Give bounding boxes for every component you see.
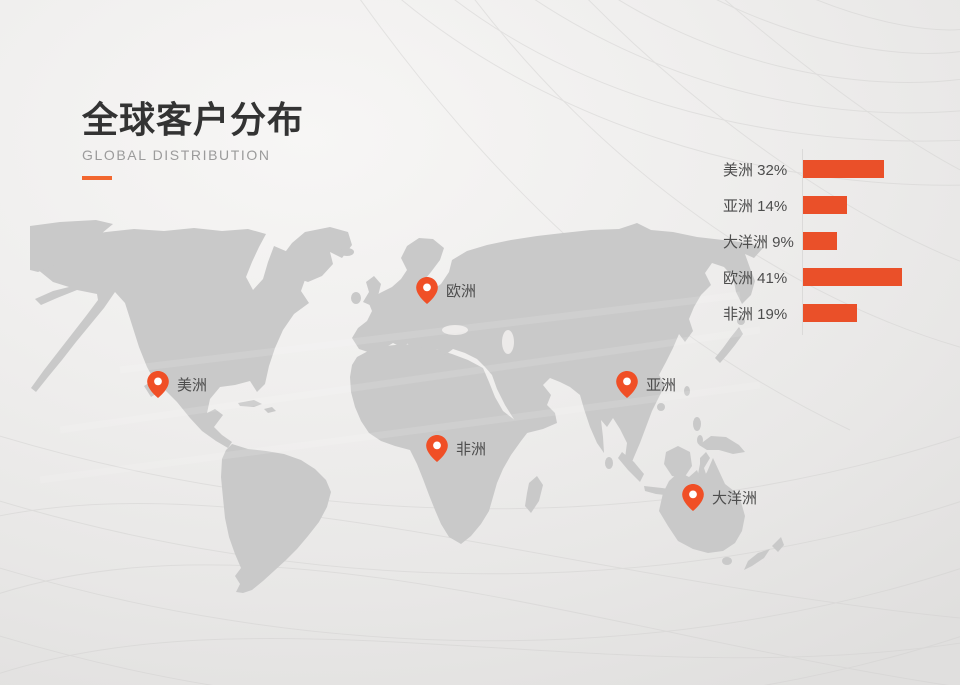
bar-label: 大洋洲 9% bbox=[723, 233, 794, 251]
island-new-zealand-north bbox=[772, 537, 784, 552]
bar-europe bbox=[803, 268, 902, 286]
island-philippines-south bbox=[697, 435, 703, 445]
bar-row-europe: 欧洲 41% bbox=[723, 259, 902, 295]
location-pin-icon bbox=[147, 371, 169, 398]
continent-north-america bbox=[31, 228, 309, 448]
page-subtitle: GLOBAL DISTRIBUTION bbox=[82, 146, 271, 163]
island-new-zealand-south bbox=[744, 549, 770, 570]
island-iceland bbox=[340, 248, 354, 256]
bar-label: 欧洲 41% bbox=[723, 269, 788, 287]
bar-africa bbox=[803, 304, 857, 322]
island-greenland bbox=[283, 227, 352, 282]
map-pin-europe: 欧洲 bbox=[416, 277, 476, 304]
island-tasmania bbox=[722, 557, 732, 565]
island-madagascar bbox=[525, 476, 543, 513]
black-sea bbox=[442, 325, 468, 335]
caspian-sea bbox=[502, 330, 514, 354]
island-sumatra bbox=[618, 452, 644, 482]
bar-chart: 美洲 32% 亚洲 14% 大洋洲 9% 欧洲 41% 非洲 19% bbox=[723, 151, 902, 331]
island-britain bbox=[363, 276, 381, 306]
island-srilanka bbox=[605, 457, 613, 469]
italy-peninsula bbox=[405, 336, 421, 356]
location-pin-icon bbox=[616, 371, 638, 398]
island-new-guinea bbox=[699, 436, 745, 454]
island-hainan bbox=[657, 403, 665, 411]
island-philippines-north bbox=[693, 417, 701, 431]
island-java bbox=[644, 486, 676, 496]
bar-asia bbox=[803, 196, 847, 214]
island-taiwan bbox=[684, 386, 690, 396]
title-accent-dash bbox=[82, 175, 112, 180]
continent-south-america bbox=[221, 444, 331, 593]
continent-eurasia bbox=[352, 223, 763, 467]
location-pin-icon bbox=[426, 435, 448, 462]
map-pin-africa: 非洲 bbox=[426, 435, 486, 462]
location-pin-icon bbox=[682, 484, 704, 511]
bar-label: 美洲 32% bbox=[723, 161, 788, 179]
bar-row-asia: 亚洲 14% bbox=[723, 187, 902, 223]
map-pin-americas: 美洲 bbox=[147, 371, 207, 398]
map-pin-asia: 亚洲 bbox=[616, 371, 676, 398]
bar-row-oceania: 大洋洲 9% bbox=[723, 223, 902, 259]
pin-label: 美洲 bbox=[177, 377, 208, 394]
slide-header: 全球客户分布 GLOBAL DISTRIBUTION bbox=[82, 100, 304, 180]
bar-label: 亚洲 14% bbox=[723, 197, 788, 215]
page-title: 全球客户分布 bbox=[82, 99, 305, 140]
bar-row-africa: 非洲 19% bbox=[723, 295, 902, 331]
location-pin-icon bbox=[416, 277, 438, 304]
island-ireland bbox=[351, 292, 361, 304]
bar-americas bbox=[803, 160, 884, 178]
island-japan bbox=[715, 327, 743, 363]
bar-oceania bbox=[803, 232, 837, 250]
map-pin-oceania: 大洋洲 bbox=[682, 484, 757, 511]
island-cuba bbox=[238, 400, 262, 407]
bar-label: 非洲 19% bbox=[723, 305, 788, 323]
island-borneo bbox=[664, 446, 692, 478]
russia-fareast-fragment bbox=[30, 220, 113, 272]
island-sulawesi bbox=[698, 452, 710, 486]
pin-label: 大洋洲 bbox=[712, 490, 758, 507]
island-hispaniola bbox=[264, 407, 276, 413]
bar-row-americas: 美洲 32% bbox=[723, 151, 902, 187]
pin-label: 亚洲 bbox=[646, 377, 677, 394]
pin-label: 非洲 bbox=[456, 441, 487, 458]
pin-label: 欧洲 bbox=[446, 283, 477, 300]
